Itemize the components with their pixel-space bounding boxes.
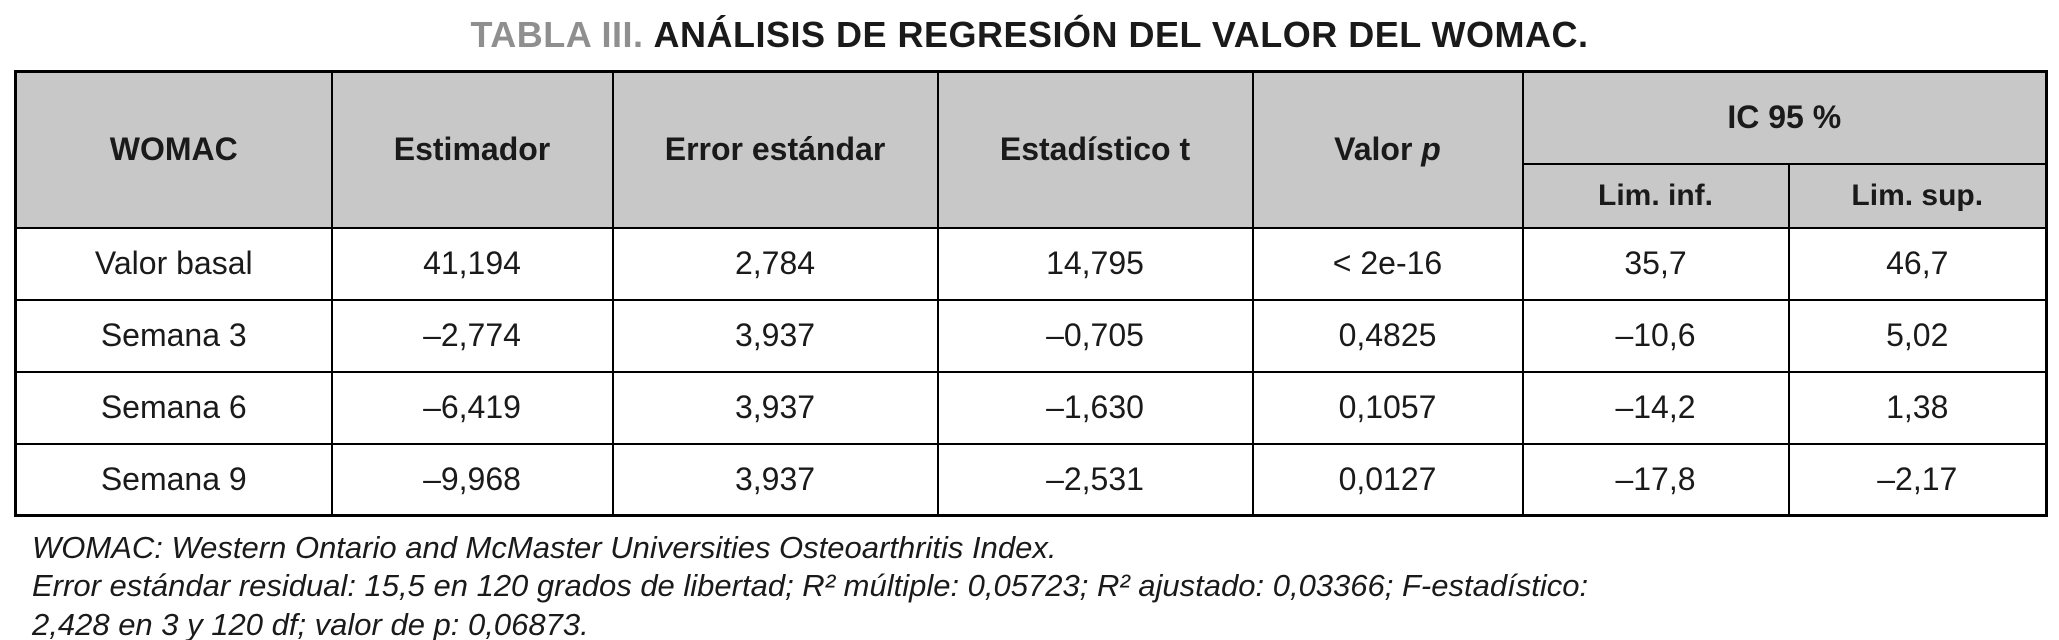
table-cell: < 2e-16	[1251, 226, 1524, 301]
table-row-semana-9: Semana 9 –9,968 3,937 –2,531 0,0127 –17,…	[14, 442, 2048, 517]
table-cell: –6,419	[330, 370, 614, 445]
table-cell: 46,7	[1787, 226, 2048, 301]
header-ic95: IC 95 %	[1521, 70, 2048, 165]
table-row-semana-6: Semana 6 –6,419 3,937 –1,630 0,1057 –14,…	[14, 370, 2048, 445]
table-cell: –2,531	[936, 442, 1254, 517]
table-footnotes: WOMAC: Western Ontario and McMaster Univ…	[32, 529, 2045, 640]
table-title-text: ANÁLISIS DE REGRESIÓN DEL VALOR DEL WOMA…	[653, 14, 1589, 55]
table-cell: 41,194	[330, 226, 614, 301]
header-lim-inf: Lim. inf.	[1521, 162, 1790, 229]
table-cell: 3,937	[611, 442, 939, 517]
header-valor-p-symbol: p	[1421, 131, 1441, 168]
table-row-semana-3: Semana 3 –2,774 3,937 –0,705 0,4825 –10,…	[14, 298, 2048, 373]
table-cell: –17,8	[1521, 442, 1790, 517]
table-cell: 3,937	[611, 370, 939, 445]
header-lim-sup: Lim. sup.	[1787, 162, 2048, 229]
table-cell: –2,17	[1787, 442, 2048, 517]
footnote-stats-1: Error estándar residual: 15,5 en 120 gra…	[32, 568, 1589, 604]
header-valor-p: Valor p	[1251, 70, 1524, 229]
table-cell: –1,630	[936, 370, 1254, 445]
table-cell: 2,784	[611, 226, 939, 301]
table-cell: 5,02	[1787, 298, 2048, 373]
table-row-valor-basal: Valor basal 41,194 2,784 14,795 < 2e-16 …	[14, 226, 2048, 301]
table-cell: –10,6	[1521, 298, 1790, 373]
table-cell: 0,1057	[1251, 370, 1524, 445]
table-cell: 0,0127	[1251, 442, 1524, 517]
table-title-number: TABLA III.	[470, 14, 644, 55]
footnote-womac: WOMAC: Western Ontario and McMaster Univ…	[32, 530, 1057, 565]
table-cell: 1,38	[1787, 370, 2048, 445]
row-label-cell: Semana 6	[14, 370, 333, 445]
table-title: TABLA III. ANÁLISIS DE REGRESIÓN DEL VALO…	[14, 14, 2045, 56]
header-estimador: Estimador	[330, 70, 614, 229]
row-label-cell: Valor basal	[14, 226, 333, 301]
table-cell: –14,2	[1521, 370, 1790, 445]
header-error-estandar: Error estándar	[611, 70, 939, 229]
table-cell: 14,795	[936, 226, 1254, 301]
table-cell: –2,774	[330, 298, 614, 373]
table-cell: –9,968	[330, 442, 614, 517]
table-header: WOMAC Estimador Error estándar Estadísti…	[14, 70, 2048, 229]
table-cell: 35,7	[1521, 226, 1790, 301]
header-womac: WOMAC	[14, 70, 333, 229]
header-row-sub: Lim. inf. Lim. sup.	[16, 162, 2048, 229]
footnote-stats-2: 2,428 en 3 y 120 df; valor de p: 0,06873…	[32, 606, 589, 640]
header-valor-p-word: Valor	[1334, 131, 1413, 168]
table-cell: 0,4825	[1251, 298, 1524, 373]
row-label-cell: Semana 3	[14, 298, 333, 373]
header-estadistico-t: Estadístico t	[936, 70, 1254, 229]
table-cell: 3,937	[611, 298, 939, 373]
table-cell: –0,705	[936, 298, 1254, 373]
header-row-main: WOMAC Estimador Error estándar Estadísti…	[14, 70, 2048, 229]
regression-table: WOMAC Estimador Error estándar Estadísti…	[14, 70, 2049, 517]
row-label-cell: Semana 9	[14, 442, 333, 517]
table-body: Valor basal 41,194 2,784 14,795 < 2e-16 …	[14, 226, 2048, 517]
